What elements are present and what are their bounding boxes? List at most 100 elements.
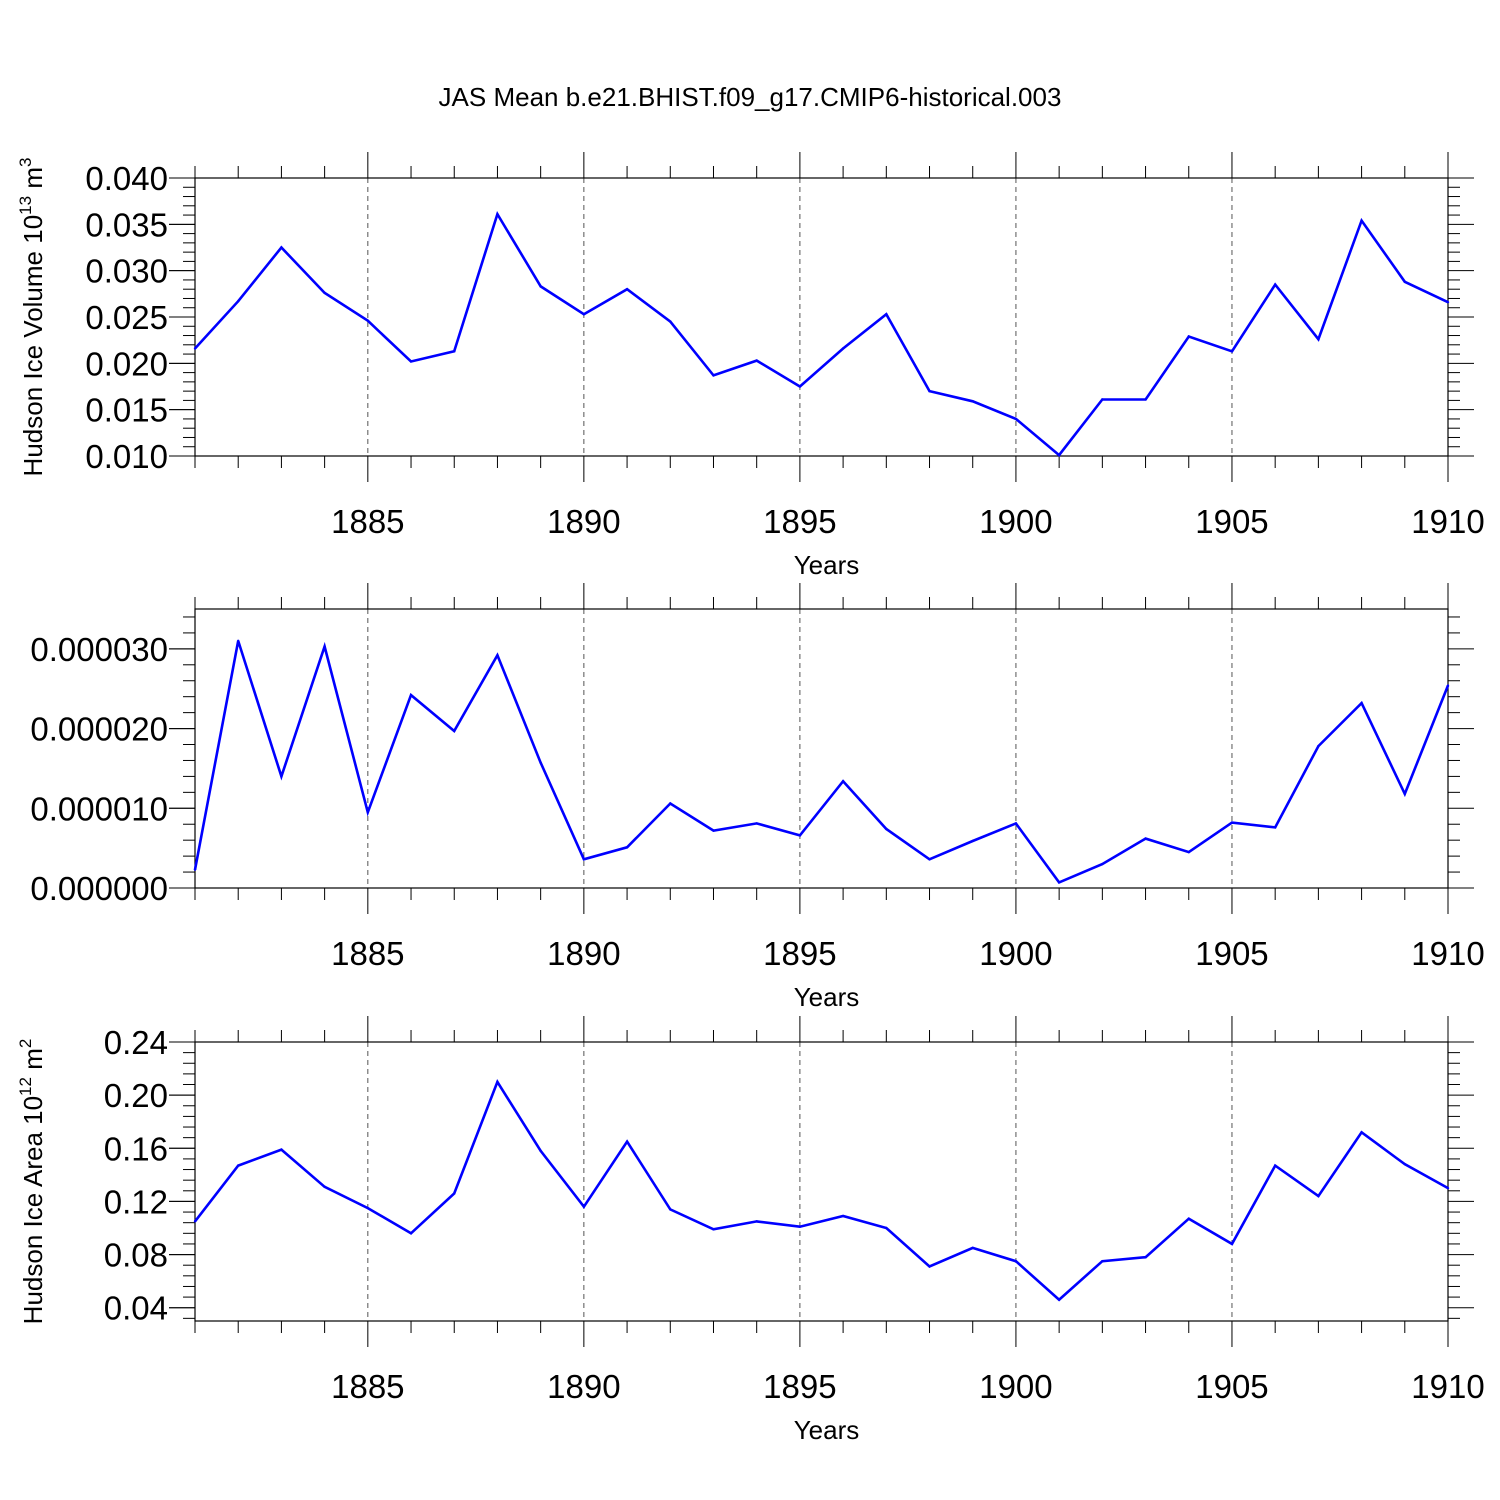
data-point — [539, 761, 542, 765]
data-point — [841, 347, 845, 350]
data-point — [1101, 398, 1104, 401]
panel-2: 1885 1890 1895 1900 1905 1910 Years 0.000000 0.0… — [30, 583, 1485, 1012]
plot-frame — [194, 177, 1449, 457]
x-tick-label: 1890 — [547, 1368, 620, 1405]
x-tick-label: 1910 — [1411, 503, 1484, 540]
data-point — [1057, 881, 1061, 884]
data-point — [237, 639, 240, 643]
figure-title: JAS Mean b.e21.BHIST.f09_g17.CMIP6-histo… — [439, 82, 1062, 112]
data-point — [798, 1225, 802, 1228]
y-tick-label: 0.12 — [104, 1183, 168, 1220]
data-point — [1360, 219, 1363, 222]
data-point — [237, 1164, 240, 1167]
data-point — [625, 1140, 629, 1143]
data-point — [755, 822, 758, 825]
x-tick-label: 1895 — [763, 503, 836, 540]
y-tick-label: 0.08 — [104, 1237, 168, 1274]
y-axis-title: Hudson Ice Volume 1013 m3 — [16, 158, 48, 477]
y-tick-label: 0.000030 — [30, 631, 168, 668]
data-point — [1187, 850, 1190, 854]
data-point — [928, 1265, 931, 1268]
data-point — [885, 313, 888, 316]
data-point — [1014, 822, 1018, 825]
data-point — [1057, 1298, 1061, 1301]
data-point — [1403, 792, 1406, 796]
data-point — [1403, 1163, 1406, 1166]
data-point — [1101, 1260, 1104, 1263]
data-point — [669, 1208, 672, 1211]
data-point — [1057, 453, 1061, 457]
data-point — [453, 729, 456, 733]
plot-frame — [194, 1041, 1449, 1322]
data-point — [1014, 417, 1018, 421]
data-point — [453, 1192, 456, 1195]
data-point — [1187, 1217, 1190, 1220]
data-point — [1317, 744, 1320, 748]
y-tick-label: 0.20 — [104, 1077, 168, 1114]
data-point — [1230, 1242, 1234, 1246]
data-point — [1317, 1194, 1320, 1198]
x-tick-label: 1895 — [763, 935, 836, 972]
data-point — [280, 1148, 283, 1151]
data-point — [323, 1185, 326, 1189]
data-point — [1230, 821, 1234, 824]
y-tick-label: 0.010 — [85, 438, 168, 475]
data-point — [1446, 1186, 1450, 1190]
data-point — [237, 300, 240, 303]
data-point — [1144, 1256, 1147, 1259]
y-tick-label: 0.020 — [85, 345, 168, 382]
x-tick-label: 1885 — [331, 935, 404, 972]
panel-3: 1885 1890 1895 1900 1905 1910 Years 0.04 0.08 0.1… — [16, 1016, 1485, 1445]
data-point — [798, 834, 802, 837]
data-point — [582, 858, 586, 861]
data-point — [712, 1228, 715, 1231]
data-point — [453, 350, 456, 353]
data-point — [193, 347, 197, 350]
data-point — [539, 1149, 542, 1153]
x-axis-title: Years — [794, 1415, 860, 1445]
data-point — [669, 802, 672, 805]
data-point — [366, 1206, 370, 1210]
y-tick-label: 0.04 — [104, 1290, 168, 1327]
data-point — [1273, 283, 1277, 286]
data-point — [1101, 862, 1104, 866]
data-point — [193, 1220, 197, 1223]
y-tick-label: 0.035 — [85, 206, 168, 243]
x-tick-label: 1905 — [1195, 1368, 1268, 1405]
y-tick-label: 0.24 — [104, 1024, 168, 1061]
data-point — [841, 779, 845, 783]
x-tick-label: 1910 — [1411, 935, 1484, 972]
plot-frame — [194, 608, 1449, 889]
data-point — [409, 1232, 413, 1235]
data-point — [1230, 350, 1234, 353]
data-point — [841, 1214, 845, 1218]
data-point — [1014, 1260, 1018, 1263]
data-point — [409, 360, 413, 363]
panel-1: 1885 1890 1895 1900 1905 1910 Years 0.010 0.015 0… — [16, 152, 1485, 580]
x-tick-label: 1895 — [763, 1368, 836, 1405]
data-point — [1187, 335, 1190, 338]
data-point — [539, 285, 542, 288]
data-point — [1446, 684, 1450, 687]
x-tick-label: 1905 — [1195, 503, 1268, 540]
y-tick-label: 0.015 — [85, 392, 168, 429]
data-point — [1360, 701, 1363, 705]
data-point — [193, 868, 197, 871]
data-point — [625, 846, 629, 849]
y-tick-label: 0.16 — [104, 1130, 168, 1167]
x-tick-label: 1890 — [547, 935, 620, 972]
data-point — [1144, 398, 1147, 401]
data-point — [928, 858, 931, 861]
data-point — [496, 1080, 499, 1084]
data-point — [366, 319, 370, 322]
x-tick-label: 1885 — [331, 1368, 404, 1405]
data-point — [323, 645, 326, 648]
data-point — [971, 1246, 974, 1250]
series-line — [193, 1079, 1449, 1302]
data-point — [280, 246, 283, 249]
data-point — [280, 775, 283, 778]
data-point — [712, 829, 715, 832]
y-tick-label: 0.000020 — [30, 711, 168, 748]
data-point — [971, 400, 974, 403]
